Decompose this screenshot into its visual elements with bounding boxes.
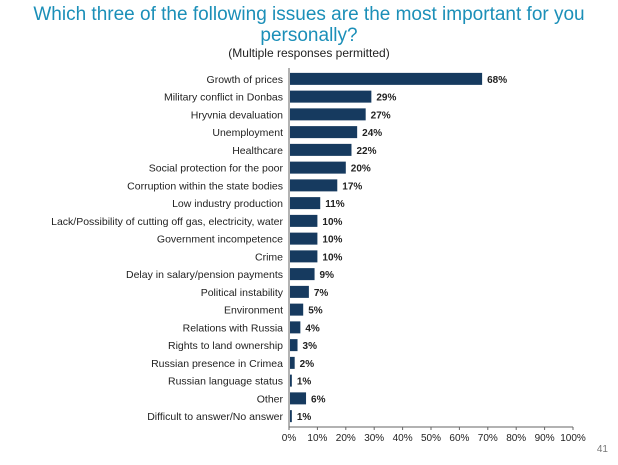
category-label: Growth of prices [207,74,283,86]
x-tick-label: 70% [478,433,498,444]
bar [290,90,372,103]
data-label: 10% [322,235,342,246]
x-tick-label: 60% [449,433,469,444]
category-label: Crime [255,251,283,263]
data-label: 1% [297,377,312,388]
bar [290,232,318,245]
data-label: 68% [487,75,507,86]
data-label: 6% [311,394,326,405]
data-label: 29% [376,93,396,104]
data-label: 1% [297,412,312,423]
category-label: Unemployment [212,127,283,139]
data-label: 22% [356,146,376,157]
bar [290,339,298,352]
bar [290,410,292,423]
data-label: 20% [351,164,371,175]
x-tick-label: 20% [336,433,356,444]
bar [290,250,318,263]
category-label: Political instability [201,287,284,299]
data-label: 3% [303,341,318,352]
bar [290,126,358,139]
bar [290,303,304,316]
data-label: 4% [305,323,320,334]
data-label: 11% [325,199,345,210]
chart-title: Which three of the following issues are … [33,4,585,46]
x-tick-label: 10% [307,433,327,444]
category-label: Difficult to answer/No answer [147,411,283,423]
bar [290,392,307,405]
data-label: 7% [314,288,329,299]
category-label: Social protection for the poor [149,163,284,175]
bar [290,161,346,174]
data-label: 24% [362,128,382,139]
bar [290,72,483,85]
category-label: Government incompetence [157,234,283,246]
data-label: 17% [342,181,362,192]
x-tick-label: 50% [421,433,441,444]
category-label: Russian language status [168,376,283,388]
category-label: Delay in salary/pension payments [126,269,283,281]
bar [290,214,318,227]
category-label: Russian presence in Crimea [151,358,283,370]
chart-subtitle: (Multiple responses permitted) [228,46,390,60]
category-label: Relations with Russia [183,322,284,334]
category-label: Corruption within the state bodies [127,180,283,192]
x-tick-label: 40% [393,433,413,444]
category-label: Rights to land ownership [168,340,283,352]
category-label: Low industry production [172,198,283,210]
bar [290,108,366,121]
bar [290,179,338,192]
bar [290,356,295,369]
category-label: Hryvnia devaluation [191,109,283,121]
category-label: Environment [224,305,283,317]
data-label: 9% [320,270,335,281]
bar [290,374,292,387]
bar [290,285,309,298]
data-label: 27% [371,110,391,121]
data-label: 10% [322,252,342,263]
data-label: 10% [322,217,342,228]
bar [290,197,321,210]
bar [290,143,352,156]
bar [290,268,315,281]
x-tick-label: 30% [364,433,384,444]
category-label: Military conflict in Donbas [164,92,283,104]
data-label: 2% [300,359,315,370]
x-tick-label: 100% [560,433,586,444]
data-label: 5% [308,306,323,317]
x-tick-label: 90% [535,433,555,444]
category-label: Healthcare [232,145,283,157]
category-label: Other [257,393,284,405]
x-tick-label: 0% [282,433,297,444]
x-tick-label: 80% [506,433,526,444]
bar [290,321,301,334]
page-number: 41 [596,444,608,455]
category-label: Lack/Possibility of cutting off gas, ele… [51,216,283,228]
